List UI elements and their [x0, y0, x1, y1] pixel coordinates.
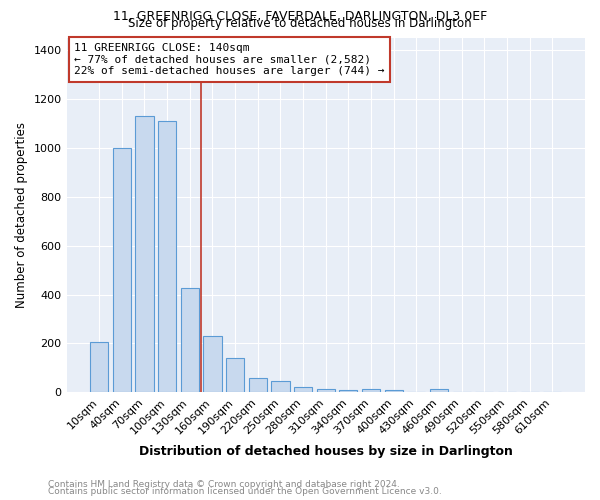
Bar — [317, 389, 335, 392]
Bar — [203, 336, 221, 392]
Bar — [181, 288, 199, 393]
Text: 11, GREENRIGG CLOSE, FAVERDALE, DARLINGTON, DL3 0EF: 11, GREENRIGG CLOSE, FAVERDALE, DARLINGT… — [113, 10, 487, 23]
Bar — [158, 120, 176, 392]
Text: Contains public sector information licensed under the Open Government Licence v3: Contains public sector information licen… — [48, 487, 442, 496]
Bar — [90, 342, 108, 392]
Bar — [430, 388, 448, 392]
Bar — [226, 358, 244, 392]
Bar — [136, 116, 154, 392]
Bar — [294, 387, 312, 392]
Bar — [385, 390, 403, 392]
Bar — [362, 389, 380, 392]
Bar — [249, 378, 267, 392]
Bar — [113, 148, 131, 392]
Text: Contains HM Land Registry data © Crown copyright and database right 2024.: Contains HM Land Registry data © Crown c… — [48, 480, 400, 489]
Text: 11 GREENRIGG CLOSE: 140sqm
← 77% of detached houses are smaller (2,582)
22% of s: 11 GREENRIGG CLOSE: 140sqm ← 77% of deta… — [74, 43, 385, 76]
Y-axis label: Number of detached properties: Number of detached properties — [15, 122, 28, 308]
Bar — [271, 382, 290, 392]
Bar — [340, 390, 358, 392]
Text: Size of property relative to detached houses in Darlington: Size of property relative to detached ho… — [128, 18, 472, 30]
X-axis label: Distribution of detached houses by size in Darlington: Distribution of detached houses by size … — [139, 444, 513, 458]
